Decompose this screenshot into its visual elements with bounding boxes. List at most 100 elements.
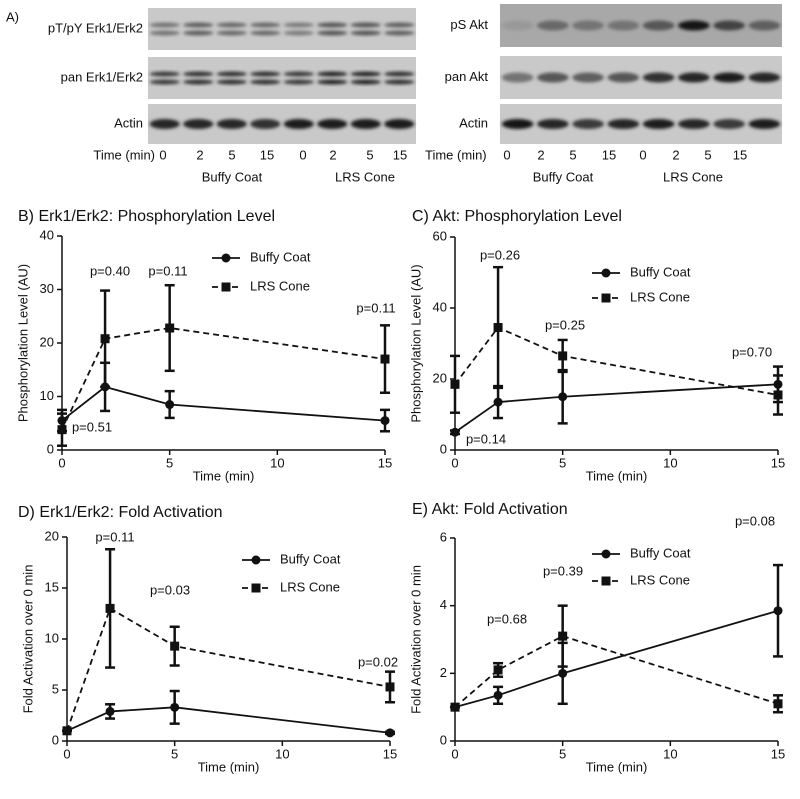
series-line — [454, 609, 779, 709]
y-tick-label: 4 — [440, 597, 447, 612]
blot-band — [607, 20, 640, 31]
point — [493, 323, 503, 333]
point — [385, 682, 395, 692]
blot-band — [607, 72, 640, 83]
point — [493, 397, 503, 407]
blot-band — [317, 119, 348, 129]
x-axis-label: Time (min) — [586, 468, 648, 483]
lane-label: 0 — [299, 147, 306, 162]
legend-label: LRS Cone — [280, 579, 340, 594]
x-tick-label: 0 — [451, 746, 458, 761]
blot-strip — [148, 8, 416, 50]
point — [558, 668, 568, 678]
blot-band — [149, 22, 180, 28]
y-tick-label: 2 — [440, 665, 447, 680]
x-tick-label: 5 — [559, 746, 566, 761]
point — [380, 354, 390, 364]
blot-band — [183, 22, 214, 28]
blot-strip — [148, 57, 416, 99]
point — [165, 400, 175, 410]
series-line — [66, 706, 391, 734]
p-value: p=0.68 — [487, 611, 527, 626]
blot-row-label: pT/pY Erk1/Erk2 — [48, 20, 143, 35]
blot-band — [607, 119, 640, 129]
y-tick-label: 10 — [45, 630, 59, 645]
blot-band — [149, 71, 180, 77]
y-axis-label: Fold Activation over 0 min — [408, 565, 423, 714]
x-axis-label: Time (min) — [586, 759, 648, 774]
x-tick-label: 5 — [171, 746, 178, 761]
legend-label: Buffy Coat — [250, 249, 311, 264]
blot-band — [384, 71, 415, 77]
group-label: LRS Cone — [663, 169, 723, 184]
point — [601, 293, 611, 303]
blot-band — [350, 79, 381, 85]
point — [558, 631, 568, 641]
lane-label: 15 — [602, 147, 616, 162]
blot-row-label: pS Akt — [450, 17, 488, 32]
blot-band — [642, 119, 675, 129]
lane-label: 15 — [393, 147, 407, 162]
blot-band — [250, 30, 281, 36]
x-tick-label: 5 — [559, 455, 566, 470]
point — [558, 351, 568, 361]
blot-band — [317, 30, 348, 36]
blot-band — [384, 22, 415, 28]
p-value: p=0.26 — [480, 247, 520, 262]
legend-label: Buffy Coat — [280, 551, 341, 566]
chart-title: D) Erk1/Erk2: Fold Activation — [18, 504, 223, 521]
point — [380, 416, 390, 426]
point — [105, 603, 115, 613]
point — [601, 576, 611, 586]
blot-band — [572, 20, 604, 31]
x-tick-label: 0 — [63, 746, 70, 761]
y-tick-label: 0 — [47, 441, 54, 456]
blot-band — [183, 119, 214, 129]
point — [385, 728, 395, 738]
y-tick-label: 10 — [40, 388, 54, 403]
x-tick-label: 5 — [166, 455, 173, 470]
legend-label: LRS Cone — [250, 278, 310, 293]
point — [100, 334, 110, 344]
lane-label: 2 — [196, 147, 203, 162]
lane-label: 5 — [228, 147, 235, 162]
p-value: p=0.03 — [150, 582, 190, 597]
lane-label: 2 — [672, 147, 679, 162]
blot-band — [183, 79, 214, 85]
blot-band — [283, 30, 314, 36]
time-label: Time (min) — [425, 147, 487, 162]
blot-band — [501, 72, 534, 83]
blot-band — [317, 22, 348, 28]
point — [450, 702, 460, 712]
y-tick-label: 40 — [40, 227, 54, 242]
point — [62, 726, 72, 736]
time-label: Time (min) — [93, 147, 155, 162]
y-tick-label: 0 — [440, 732, 447, 747]
blot-band — [748, 72, 781, 83]
blot-band — [283, 79, 314, 85]
y-axis-label: Phosphorylation Level (AU) — [408, 264, 423, 422]
blot-band — [748, 20, 781, 31]
point — [170, 702, 180, 712]
y-axis-label: Fold Activation over 0 min — [20, 565, 35, 714]
y-tick-label: 5 — [52, 681, 59, 696]
group-label: Buffy Coat — [202, 169, 263, 184]
y-tick-label: 20 — [45, 528, 59, 543]
blot-band — [384, 119, 415, 129]
series-line — [66, 607, 391, 732]
blot-band — [572, 119, 604, 129]
chart-title: E) Akt: Fold Activation — [412, 501, 568, 518]
lane-label: 0 — [639, 147, 646, 162]
blot-row-label: pan Erk1/Erk2 — [61, 69, 143, 84]
point — [558, 392, 568, 402]
blot-band — [216, 30, 247, 36]
blot-band — [501, 119, 534, 129]
legend-label: Buffy Coat — [630, 264, 691, 279]
legend-label: LRS Cone — [630, 572, 690, 587]
group-label: Buffy Coat — [533, 169, 594, 184]
y-tick-label: 20 — [40, 334, 54, 349]
blot-band — [250, 22, 281, 28]
blot-band — [317, 79, 348, 85]
blot-band — [216, 79, 247, 85]
